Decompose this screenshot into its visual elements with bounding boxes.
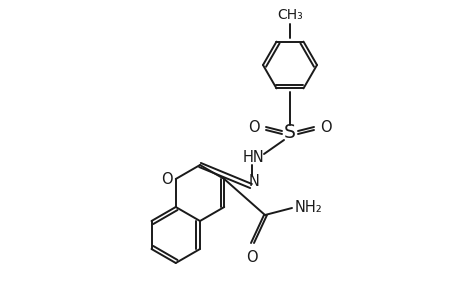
Text: NH₂: NH₂ xyxy=(294,200,322,215)
Text: S: S xyxy=(284,122,295,142)
Text: O: O xyxy=(319,121,331,136)
Text: O: O xyxy=(248,121,259,136)
Text: O: O xyxy=(246,250,257,265)
Text: O: O xyxy=(161,172,173,187)
Text: HN: HN xyxy=(243,151,264,166)
Text: N: N xyxy=(248,175,259,190)
Text: CH₃: CH₃ xyxy=(276,8,302,22)
